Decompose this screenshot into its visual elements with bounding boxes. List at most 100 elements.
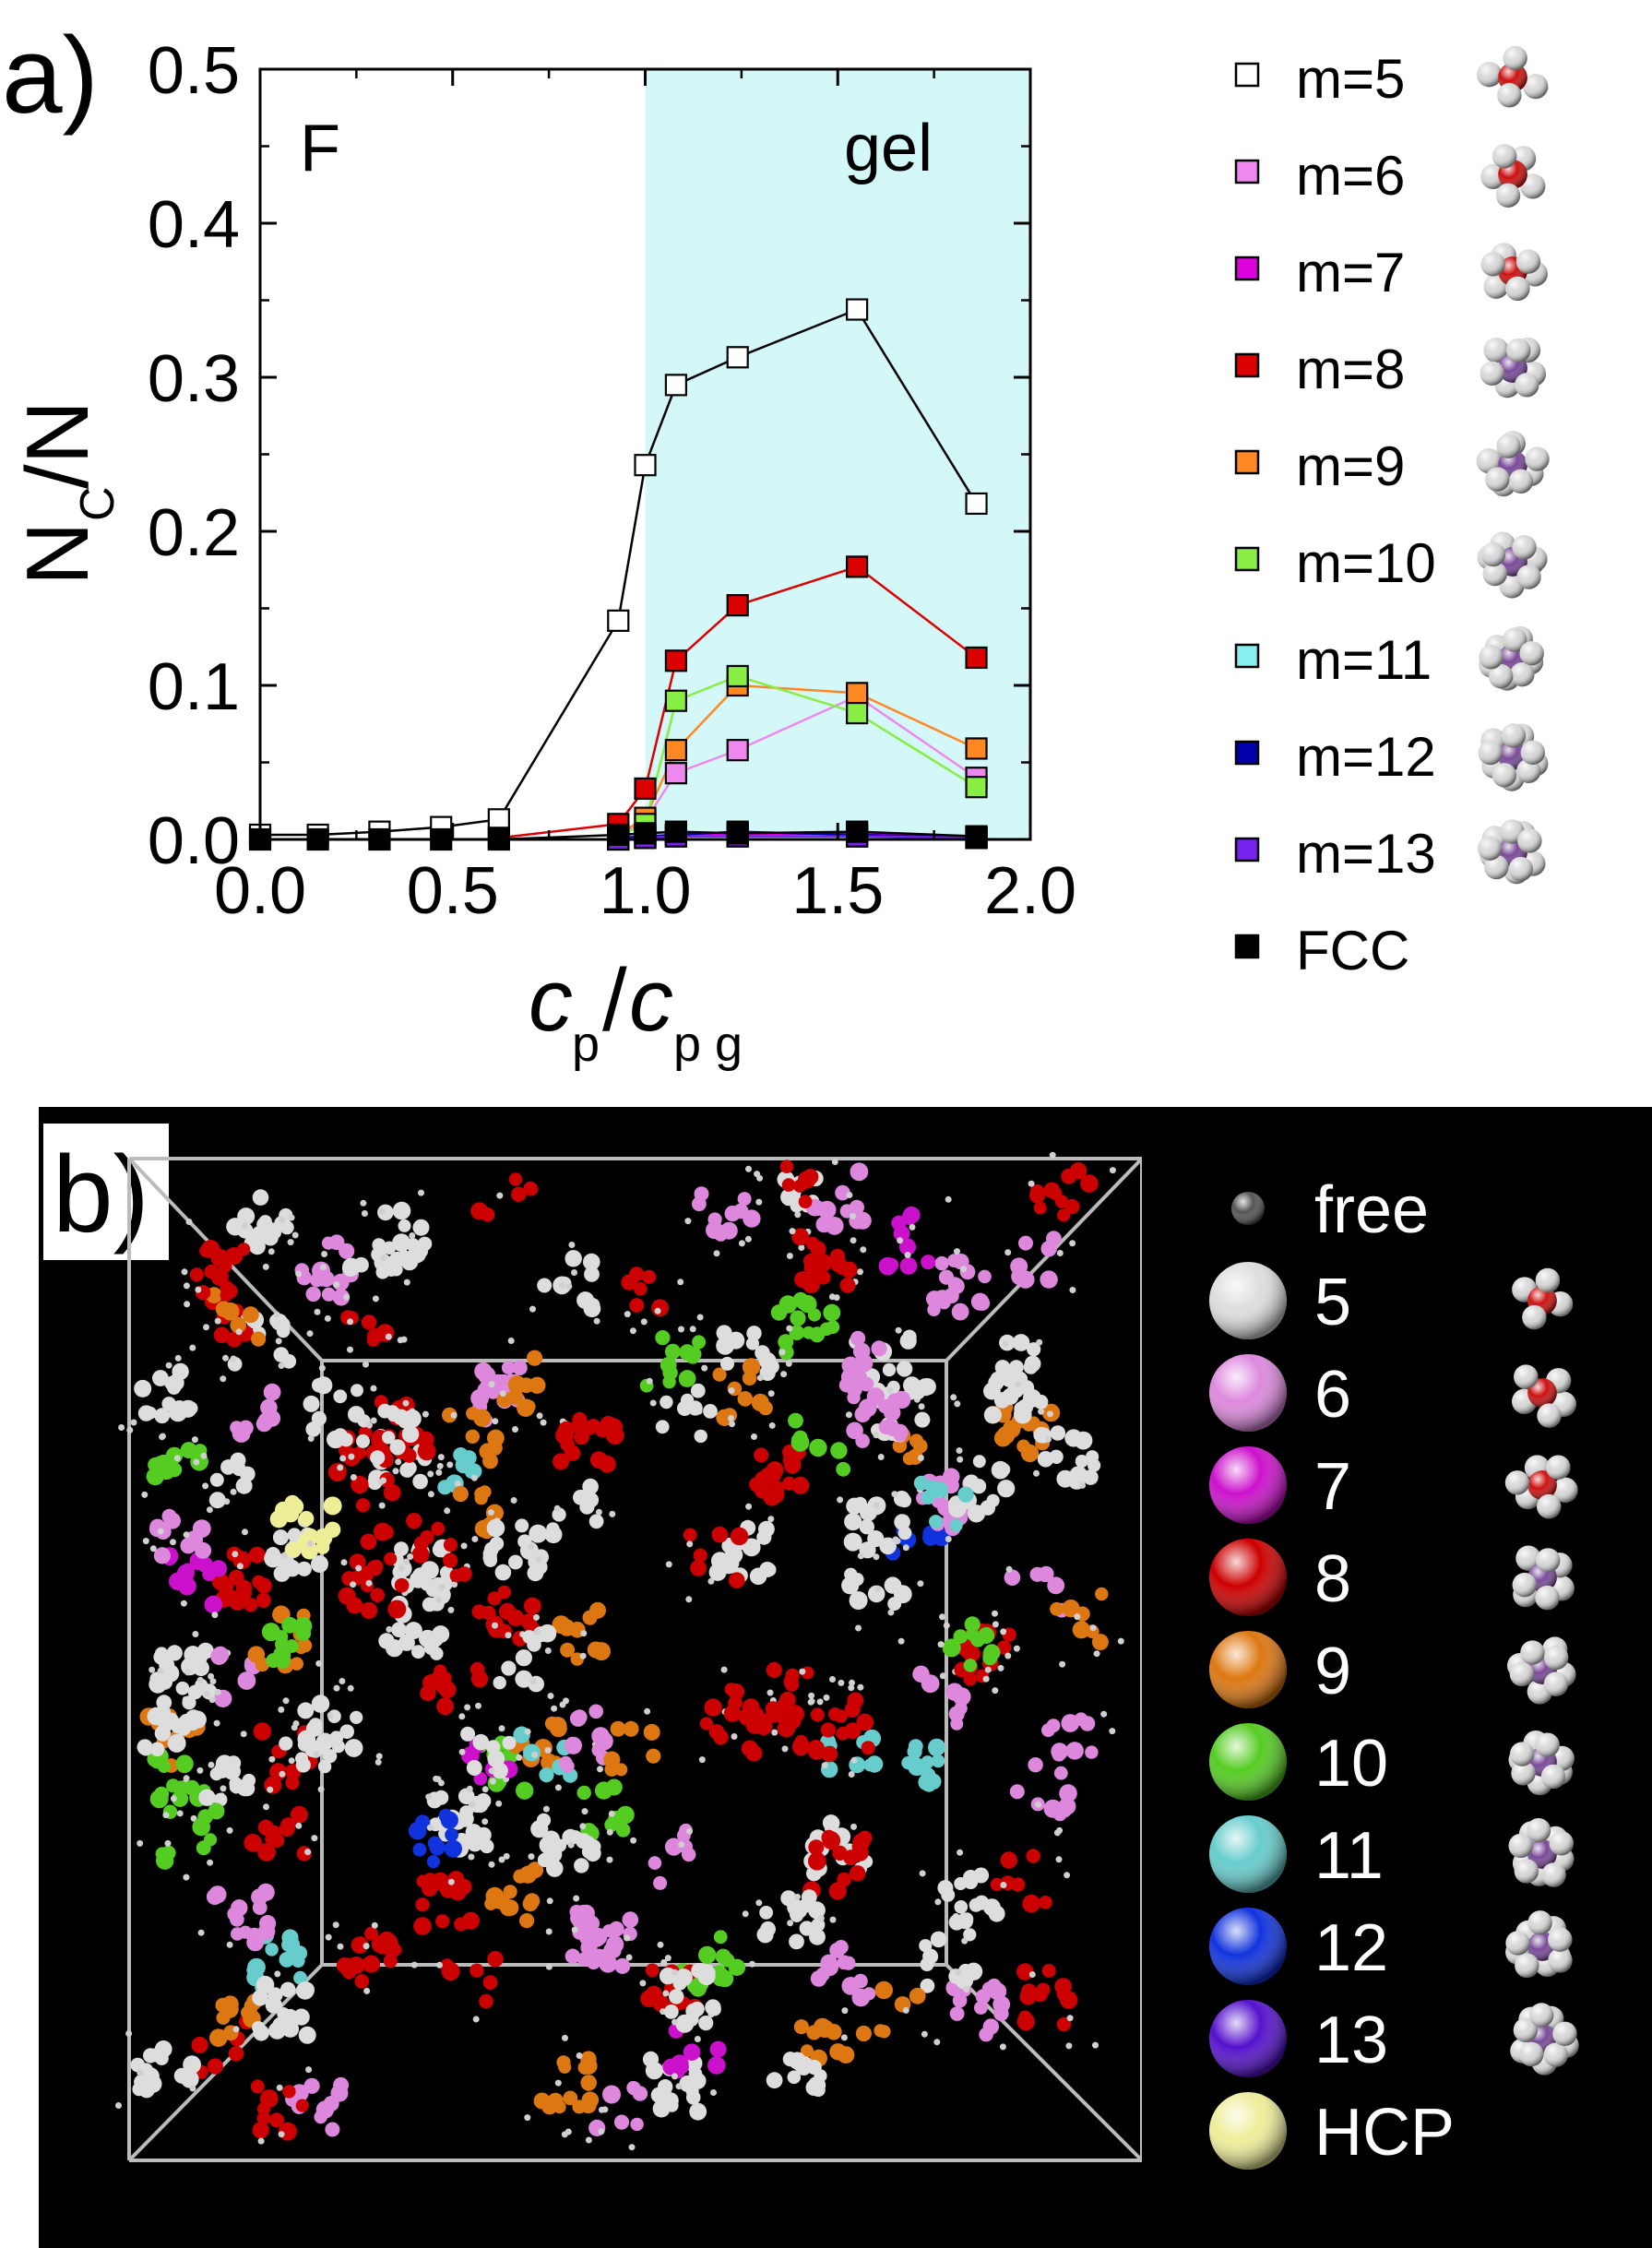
particle-1406	[928, 1738, 946, 1756]
particle-759	[487, 1429, 505, 1447]
particle-207	[996, 1426, 1016, 1445]
particle-101	[398, 1219, 411, 1232]
particle-572	[837, 1955, 852, 1970]
particle-1561	[855, 2025, 873, 2042]
free-particle-1349	[159, 1433, 166, 1441]
particle-1547	[527, 1350, 543, 1366]
x-label-sub2: p g	[673, 1017, 743, 1072]
particle-1201	[180, 1563, 195, 1578]
free-particle-385	[192, 1631, 199, 1637]
particle-2092	[208, 1492, 226, 1509]
particle-1289	[508, 1172, 523, 1186]
legend-a-marker-m=11	[1234, 643, 1260, 669]
free-particle-1822	[1002, 1340, 1009, 1348]
free-particle-886	[562, 2034, 568, 2041]
free-particle-921	[1049, 1151, 1056, 1159]
particle-1934	[183, 2055, 202, 2075]
free-particle-239	[950, 1394, 957, 1401]
particle-1664	[528, 1675, 544, 1693]
free-particle-1635	[984, 1666, 992, 1673]
particle-130	[934, 1255, 949, 1271]
free-particle-1653	[874, 1586, 881, 1593]
free-particle-51	[573, 1895, 580, 1902]
x-label-slash: /	[602, 951, 627, 1050]
free-particle-2054	[860, 1246, 867, 1254]
free-particle-1384	[438, 1584, 446, 1590]
particle-269	[148, 1457, 163, 1472]
free-particle-742	[1074, 1613, 1081, 1621]
particle-363	[1052, 1747, 1066, 1762]
particle-1522	[808, 1851, 826, 1871]
free-particle-1671	[563, 1697, 569, 1705]
particle-2036	[137, 1739, 153, 1755]
particle-1710	[210, 1267, 229, 1286]
free-particle-1863	[528, 1853, 535, 1861]
free-particle-33	[744, 1235, 752, 1243]
free-particle-590	[662, 1990, 670, 1997]
free-particle-614	[436, 1961, 443, 1968]
particle-638	[856, 1713, 874, 1731]
particle-1662	[501, 1660, 517, 1676]
particle-2152	[292, 2008, 310, 2026]
free-particle-1862	[567, 1841, 575, 1849]
particle-717	[664, 1343, 681, 1360]
particle-142	[622, 1911, 639, 1928]
legend-b-label-3: 7	[1314, 1450, 1351, 1524]
free-particle-1345	[130, 1419, 137, 1426]
particle-1816	[1014, 1405, 1032, 1424]
particle-1302	[423, 1640, 439, 1656]
particle-1949	[610, 1720, 626, 1737]
legend-a-label-m=6: m=6	[1296, 145, 1405, 207]
free-particle-418	[999, 2043, 1006, 2051]
particle-1028	[287, 1528, 302, 1542]
free-particle-1964	[678, 1841, 685, 1849]
free-particle-1670	[533, 1628, 541, 1635]
particle-1923	[375, 1265, 390, 1279]
free-particle-1190	[327, 1711, 334, 1719]
free-particle-513	[873, 1502, 880, 1509]
legend-a-cluster-icon-6-outer-front-shade-1	[1489, 664, 1514, 689]
legend-b-label-0: free	[1314, 1173, 1429, 1247]
particle-1767	[703, 1404, 718, 1419]
legend-a-cluster-icon-1	[1480, 144, 1546, 208]
y-tick-label-2: 0.2	[148, 496, 240, 570]
legend-a-label-m=5: m=5	[1296, 48, 1405, 110]
free-particle-1503	[189, 1344, 196, 1351]
free-particle-1234	[1004, 1652, 1012, 1659]
particle-1367	[394, 1577, 410, 1593]
particle-578	[862, 1987, 876, 2001]
particle-1690	[807, 1742, 826, 1760]
free-particle-1775	[728, 1387, 735, 1394]
legend-b-cluster-icon-7-outer-front-shade-1	[1514, 1859, 1539, 1884]
free-particle-680	[343, 1293, 351, 1301]
free-particle-1508	[230, 1355, 237, 1362]
free-particle-953	[347, 1346, 353, 1353]
particle-803	[766, 2072, 783, 2089]
free-particle-387	[203, 1690, 210, 1697]
free-particle-888	[576, 2052, 583, 2059]
particle-1685	[820, 1722, 837, 1738]
particle-860	[350, 1710, 363, 1724]
legend-b-cluster-icon-5-outer-front-shade-3	[1543, 1645, 1569, 1671]
point-m=10-3	[726, 664, 749, 688]
legend-a-cluster-icon-4-outer-front-shade-3	[1525, 446, 1550, 471]
free-particle-591	[639, 1980, 647, 1987]
legend-b-cluster-icon-2-outer-front-shade-1	[1514, 1364, 1539, 1389]
free-particle-1797	[422, 1410, 429, 1418]
particle-731	[1091, 1634, 1109, 1651]
particle-1677	[730, 1527, 749, 1546]
point-m=5-6	[634, 454, 657, 477]
particle-71	[478, 1366, 496, 1385]
particle-1494	[986, 1493, 1000, 1507]
particle-955	[523, 1597, 541, 1615]
particle-2067	[257, 1412, 275, 1430]
free-particle-442	[628, 2144, 636, 2151]
free-particle-1254	[318, 1364, 326, 1372]
particle-2083	[674, 1968, 693, 1987]
particle-1724	[426, 1855, 440, 1869]
free-particle-53	[545, 1963, 553, 1970]
point-m=5-4	[487, 808, 510, 831]
particle-1973	[1043, 1799, 1063, 1818]
particle-1790	[370, 1450, 386, 1466]
free-particle-1650	[887, 1609, 895, 1616]
